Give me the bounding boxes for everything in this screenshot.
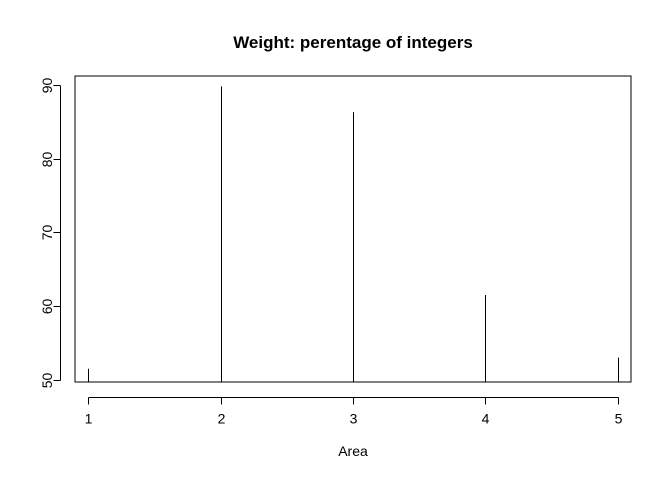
x-axis: 1 2 3 4 5 xyxy=(85,397,623,427)
chart-title: Weight: perentage of integers xyxy=(233,33,473,52)
x-tick-label: 5 xyxy=(615,411,623,427)
x-tick-label: 3 xyxy=(350,411,358,427)
y-tick-label: 50 xyxy=(39,373,55,389)
y-tick-label: 60 xyxy=(39,299,55,315)
y-tick-label: 90 xyxy=(39,78,55,94)
x-tick-label: 1 xyxy=(85,411,93,427)
y-tick-label: 70 xyxy=(39,225,55,241)
y-tick-label: 80 xyxy=(39,152,55,168)
y-axis: 50 60 70 80 90 xyxy=(39,78,61,389)
bars-group xyxy=(88,86,619,382)
x-axis-label: Area xyxy=(338,443,368,459)
x-tick-label: 2 xyxy=(218,411,226,427)
x-tick-label: 4 xyxy=(482,411,490,427)
